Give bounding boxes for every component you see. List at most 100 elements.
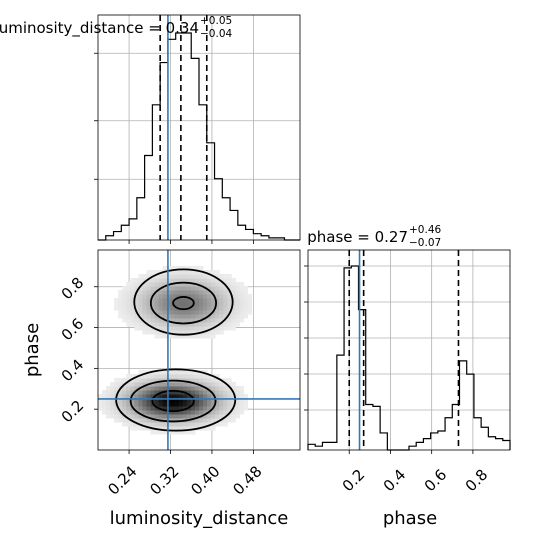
density-cell xyxy=(207,390,212,395)
density-cell xyxy=(231,414,236,419)
density-cell xyxy=(215,330,220,335)
density-cell xyxy=(227,278,232,283)
density-cell xyxy=(219,318,224,323)
density-cell xyxy=(235,282,240,287)
density-cell xyxy=(215,302,220,307)
density-cell xyxy=(207,402,212,407)
density-cell xyxy=(162,278,168,283)
hist1-title-plus: +0.05 xyxy=(200,15,232,27)
density-cell xyxy=(142,274,147,279)
density-cell xyxy=(174,374,180,379)
contour-inner xyxy=(151,389,195,413)
density-cell xyxy=(186,326,192,331)
density-cell xyxy=(243,314,248,319)
density-cell xyxy=(178,286,184,291)
hist1-title-value: 0.34 xyxy=(166,19,199,37)
density-cell xyxy=(194,306,200,311)
density-cell xyxy=(158,406,164,411)
density-cell xyxy=(203,422,208,427)
density-cell xyxy=(186,398,192,403)
density-cell xyxy=(227,402,232,407)
density-cell xyxy=(215,382,220,387)
density-cell xyxy=(150,406,156,411)
density-cell xyxy=(186,334,192,339)
density-cell xyxy=(150,390,156,395)
density-cell xyxy=(194,410,200,415)
density-cell xyxy=(211,398,216,403)
density-cell xyxy=(166,330,172,335)
density-cell xyxy=(158,378,164,383)
density-cell xyxy=(178,402,184,407)
density-cell xyxy=(215,318,220,323)
density-cell xyxy=(130,290,135,295)
density-cell xyxy=(194,290,200,295)
density-cell xyxy=(235,286,240,291)
density-cell xyxy=(170,406,176,411)
density-cell xyxy=(146,270,152,275)
density-cell xyxy=(162,382,168,387)
density-cell xyxy=(199,266,204,271)
density-cell xyxy=(154,410,160,415)
density-cell xyxy=(207,398,212,403)
density-cell xyxy=(122,298,127,303)
density-cell xyxy=(146,318,152,323)
density-cell xyxy=(182,414,188,419)
density-cell xyxy=(118,314,123,319)
density-cell xyxy=(174,278,180,283)
density-cell xyxy=(102,398,107,403)
density-cell xyxy=(231,418,236,423)
density-cell xyxy=(158,382,164,387)
density-cell xyxy=(138,318,143,323)
density-cell xyxy=(182,314,188,319)
density-cell xyxy=(174,334,180,339)
density-cell xyxy=(190,382,196,387)
density-cell xyxy=(134,306,139,311)
hist2-tick-marks xyxy=(304,265,474,454)
density-cell xyxy=(138,402,143,407)
density-cell xyxy=(114,386,119,391)
density-cell xyxy=(126,406,131,411)
density-cell xyxy=(223,406,228,411)
density-cell xyxy=(211,418,216,423)
hist2-title-param: phase xyxy=(307,228,352,246)
density-cell xyxy=(138,370,143,375)
density-cell xyxy=(178,298,184,303)
density-cell xyxy=(162,410,168,415)
density-cell xyxy=(170,426,176,431)
density-cell xyxy=(166,390,172,395)
density-cell xyxy=(190,414,196,419)
density-cell xyxy=(223,310,228,315)
hist1-tick-marks xyxy=(94,52,254,244)
density-cell xyxy=(170,314,176,319)
density-cell xyxy=(150,270,156,275)
density-cell xyxy=(190,286,196,291)
density-cell xyxy=(231,294,236,299)
density-cell xyxy=(207,426,212,431)
density-cell xyxy=(235,394,240,399)
density-cell xyxy=(243,298,248,303)
density-cell xyxy=(190,426,196,431)
density-cell xyxy=(138,410,143,415)
density-cell xyxy=(243,406,248,411)
hist2-x-axis-label: phase xyxy=(383,508,437,529)
density-cell xyxy=(138,294,143,299)
contour-frame xyxy=(97,249,301,451)
density-cell xyxy=(130,298,135,303)
contour-middle xyxy=(129,379,217,423)
density-cell xyxy=(203,334,208,339)
density-cell xyxy=(174,422,180,427)
density-cell xyxy=(194,302,200,307)
density-cell xyxy=(110,398,115,403)
density-cell xyxy=(203,406,208,411)
density-cell xyxy=(126,290,131,295)
density-cell xyxy=(126,414,131,419)
density-cell xyxy=(98,406,103,411)
density-cell xyxy=(154,414,160,419)
density-cell xyxy=(207,286,212,291)
hist2-step-line xyxy=(307,265,511,451)
density-cell xyxy=(203,282,208,287)
density-cell xyxy=(130,414,135,419)
density-cell xyxy=(186,266,192,271)
density-cell xyxy=(158,294,164,299)
density-cell xyxy=(182,326,188,331)
